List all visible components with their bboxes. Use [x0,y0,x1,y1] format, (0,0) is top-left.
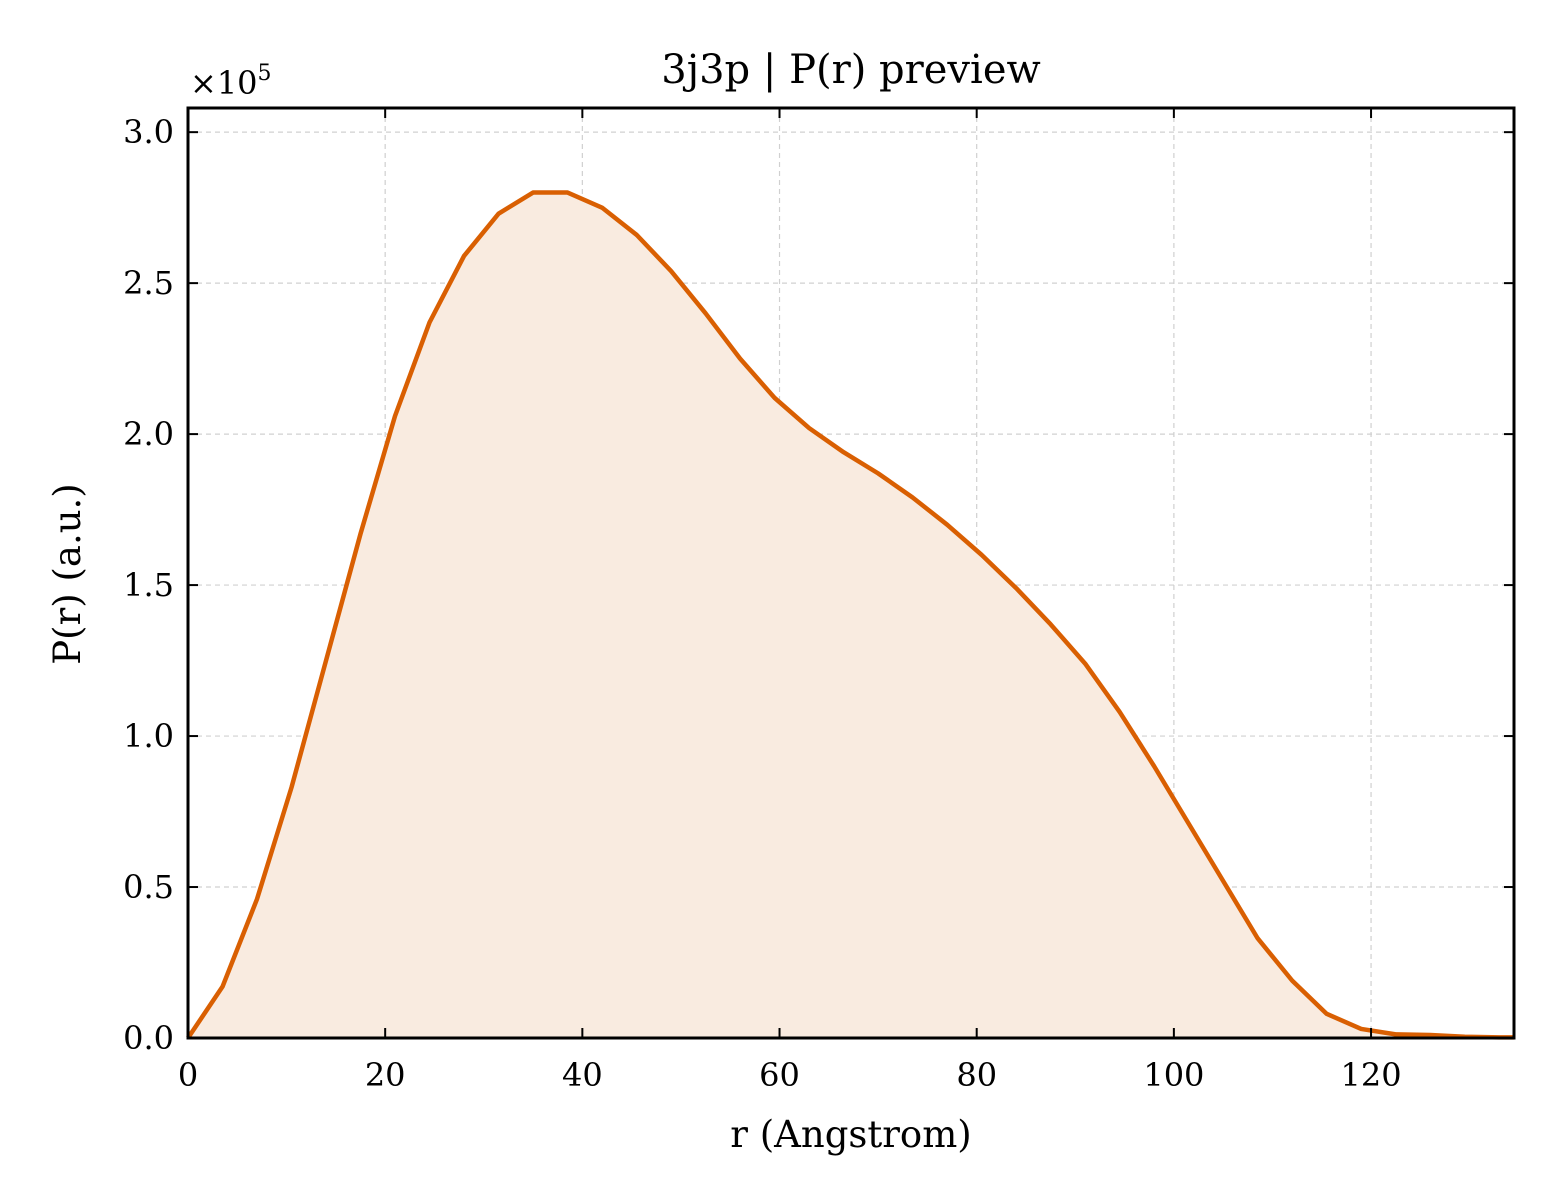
y-tick-label: 0.0 [123,1019,174,1057]
y-axis-label: P(r) (a.u.) [46,483,89,665]
x-tick-label: 0 [178,1056,198,1094]
x-axis-label: r (Angstrom) [730,1113,971,1156]
y-tick-label: 1.5 [123,566,174,604]
x-tick-label: 20 [365,1056,406,1094]
y-tick-label: 0.5 [123,868,174,906]
x-tick-label: 80 [956,1056,997,1094]
y-tick-label: 2.0 [123,415,174,453]
data-layer [186,190,1514,1040]
x-tick-label: 120 [1341,1056,1402,1094]
y-tick-label: 2.5 [123,264,174,302]
y-multiplier: ×105 [190,61,272,102]
plot-frame [186,106,1516,1040]
pr-curve-line [186,190,1514,1040]
ticks: 0 20 40 60 80 100 120 0.0 0.5 1.0 1.5 2.0 2.5 3.0 [123,108,1514,1094]
y-tick-label: 1.0 [123,717,174,755]
y-tick-label: 3.0 [123,113,174,151]
x-tick-label: 40 [562,1056,603,1094]
x-tick-label: 60 [759,1056,800,1094]
pr-area-fill [188,192,1514,1039]
x-tick-label: 100 [1143,1056,1204,1094]
chart-title: 3j3p | P(r) preview [661,47,1040,93]
